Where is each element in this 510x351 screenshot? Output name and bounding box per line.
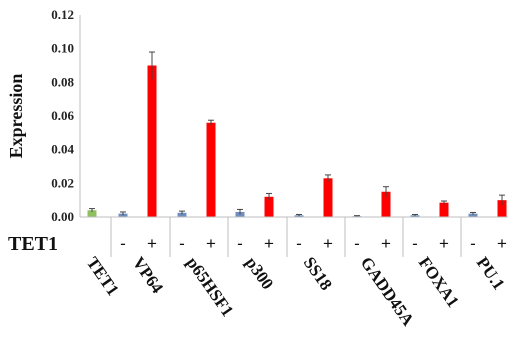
tet1-plus-sign: + (147, 234, 157, 253)
category-label: VP64 (129, 253, 168, 297)
tet1-minus-sign: - (120, 234, 126, 253)
bar-pu1-plus (497, 200, 507, 217)
y-axis-title: Expression (6, 74, 26, 159)
tet1-minus-sign: - (354, 234, 360, 253)
y-tick-label: 0.02 (51, 175, 74, 190)
category-label: p65HSF1 (183, 253, 238, 320)
error-bars-group (89, 51, 505, 217)
tet1-plus-sign: + (323, 234, 333, 253)
tet1-sign-labels: - + - + - + - + - + - + - + (110, 217, 507, 257)
bar-pu1-minus (468, 213, 478, 217)
bar-p65hsf1-plus (206, 122, 216, 217)
tet1-minus-sign: - (179, 234, 185, 253)
category-label: SS18 (300, 253, 336, 293)
tet1-row-label: TET1 (8, 233, 58, 255)
y-tick-label: 0.12 (51, 7, 74, 22)
category-label: GADD45A (357, 253, 418, 329)
category-label: FOXA1 (415, 253, 463, 310)
y-tick-label: 0.04 (51, 142, 74, 157)
category-label: TET1 (83, 253, 123, 299)
category-label: p300 (242, 253, 278, 293)
y-tick-label: 0.10 (51, 41, 74, 56)
tet1-minus-sign: - (237, 234, 243, 253)
bar-tet1 (87, 210, 97, 217)
tet1-plus-sign: + (381, 234, 391, 253)
bars-group (87, 65, 507, 217)
y-tick-label: 0.06 (51, 108, 74, 123)
tet1-minus-sign: - (470, 234, 476, 253)
bar-ss18-plus (323, 178, 333, 217)
tet1-plus-sign: + (497, 234, 507, 253)
y-tick-label: 0.08 (51, 74, 74, 89)
tet1-plus-sign: + (264, 234, 274, 253)
category-label: PU.1 (473, 253, 509, 293)
bar-vp64-plus (147, 65, 157, 217)
y-axis-ticks: 0.00 0.02 0.04 0.06 0.08 0.10 0.12 (51, 7, 74, 224)
y-tick-label: 0.00 (51, 209, 74, 224)
tet1-plus-sign: + (206, 234, 216, 253)
bar-p65hsf1-minus (177, 212, 187, 217)
tet1-plus-sign: + (439, 234, 449, 253)
tet1-minus-sign: - (296, 234, 302, 253)
bar-gadd45a-plus (381, 191, 391, 217)
bar-foxa1-plus (439, 202, 449, 217)
bar-p300-plus (264, 196, 274, 217)
tet1-minus-sign: - (412, 234, 418, 253)
